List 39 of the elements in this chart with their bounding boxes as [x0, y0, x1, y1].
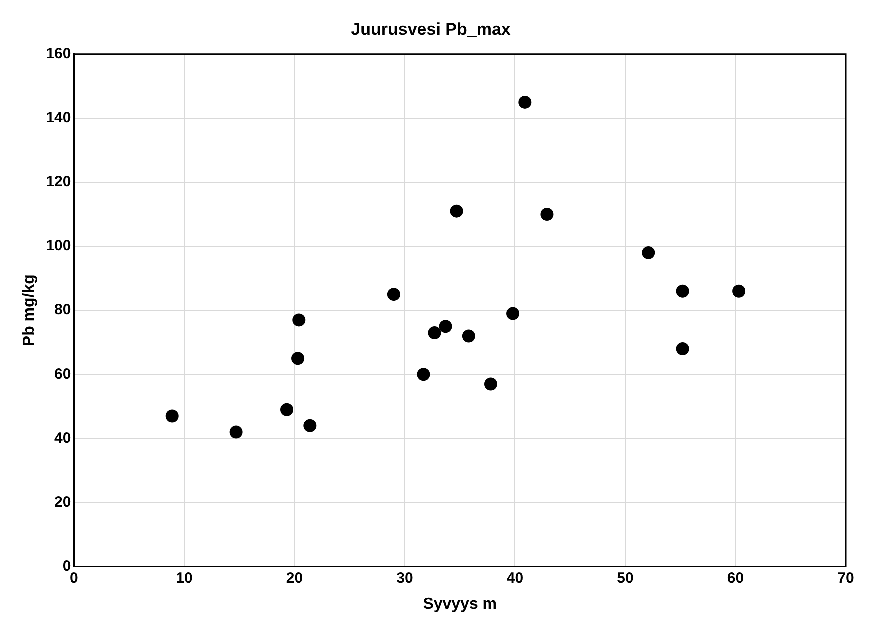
point	[292, 314, 306, 327]
point	[230, 426, 243, 439]
point	[642, 246, 656, 260]
point	[280, 403, 294, 416]
y-tick-label: 160	[46, 46, 72, 63]
x-tick-label: 20	[286, 570, 304, 587]
x-tick-label: 50	[617, 570, 634, 587]
y-axis-title: Pb mg/kg	[21, 274, 38, 347]
x-tick-label: 60	[727, 570, 744, 587]
y-tick-label: 120	[46, 174, 72, 191]
point	[484, 378, 498, 391]
point	[439, 320, 452, 334]
y-tick-label: 140	[46, 110, 72, 127]
point	[428, 326, 442, 340]
point	[540, 208, 554, 222]
y-tick-label: 100	[46, 238, 72, 255]
x-tick-label: 70	[838, 570, 854, 587]
y-tick-label: 60	[54, 366, 72, 383]
point	[387, 288, 400, 302]
x-axis-title: Syvyys m	[423, 596, 498, 613]
point	[506, 307, 520, 320]
y-tick-label: 80	[54, 302, 72, 319]
x-tick-label: 40	[506, 570, 524, 587]
y-tick-label: 40	[54, 430, 72, 447]
point	[676, 342, 690, 356]
point	[676, 284, 690, 298]
y-tick-label: 0	[62, 558, 72, 575]
chart-title: Juurusvesi Pb_max	[351, 20, 512, 39]
point	[732, 284, 746, 298]
y-tick-label: 20	[54, 494, 72, 511]
point	[462, 330, 476, 343]
point	[450, 204, 464, 218]
point	[518, 96, 532, 109]
point	[417, 368, 430, 382]
point	[166, 410, 179, 423]
point	[292, 352, 305, 366]
x-tick-label: 30	[396, 570, 414, 587]
x-tick-label: 10	[176, 570, 193, 587]
point	[304, 419, 317, 432]
